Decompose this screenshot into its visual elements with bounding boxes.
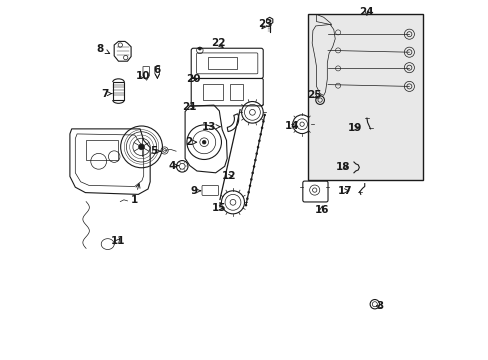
Text: 16: 16 [314,204,328,215]
Text: 6: 6 [153,65,161,78]
Circle shape [250,178,252,180]
Circle shape [262,120,264,122]
Text: 10: 10 [136,71,150,81]
Text: 2: 2 [184,137,196,147]
Text: 20: 20 [185,74,200,84]
Circle shape [263,114,265,116]
Text: 12: 12 [221,171,235,181]
Bar [203,84,223,100]
Text: 21: 21 [182,102,197,112]
Circle shape [251,172,253,174]
Bar [230,84,243,100]
Text: 25: 25 [306,90,321,100]
Circle shape [198,47,201,50]
Circle shape [248,185,250,187]
Text: 17: 17 [337,186,352,196]
Circle shape [246,198,248,200]
Circle shape [255,153,257,155]
Bar [113,82,124,100]
Text: 5: 5 [150,146,160,156]
Text: 11: 11 [110,236,125,246]
Text: 1: 1 [131,184,140,205]
Circle shape [256,146,259,148]
Text: 8: 8 [96,44,109,54]
Text: 23: 23 [258,19,272,30]
Text: 19: 19 [347,123,362,133]
Circle shape [139,144,144,150]
Text: 7: 7 [102,89,112,99]
Text: 22: 22 [211,38,225,48]
Circle shape [258,140,260,142]
Circle shape [244,204,246,206]
Bar [307,14,422,180]
Text: 13: 13 [202,122,220,132]
Circle shape [261,127,263,129]
Circle shape [252,165,255,167]
Circle shape [202,140,205,144]
Text: 14: 14 [285,121,299,131]
Text: 18: 18 [336,162,350,172]
Text: 9: 9 [190,186,200,196]
Text: 4: 4 [168,161,178,171]
Circle shape [259,133,261,135]
Text: 3: 3 [375,301,382,311]
Circle shape [247,191,249,193]
Circle shape [254,159,256,161]
Bar [207,57,236,69]
Bar [86,140,118,160]
Text: 24: 24 [359,6,373,17]
Text: 15: 15 [212,203,226,213]
